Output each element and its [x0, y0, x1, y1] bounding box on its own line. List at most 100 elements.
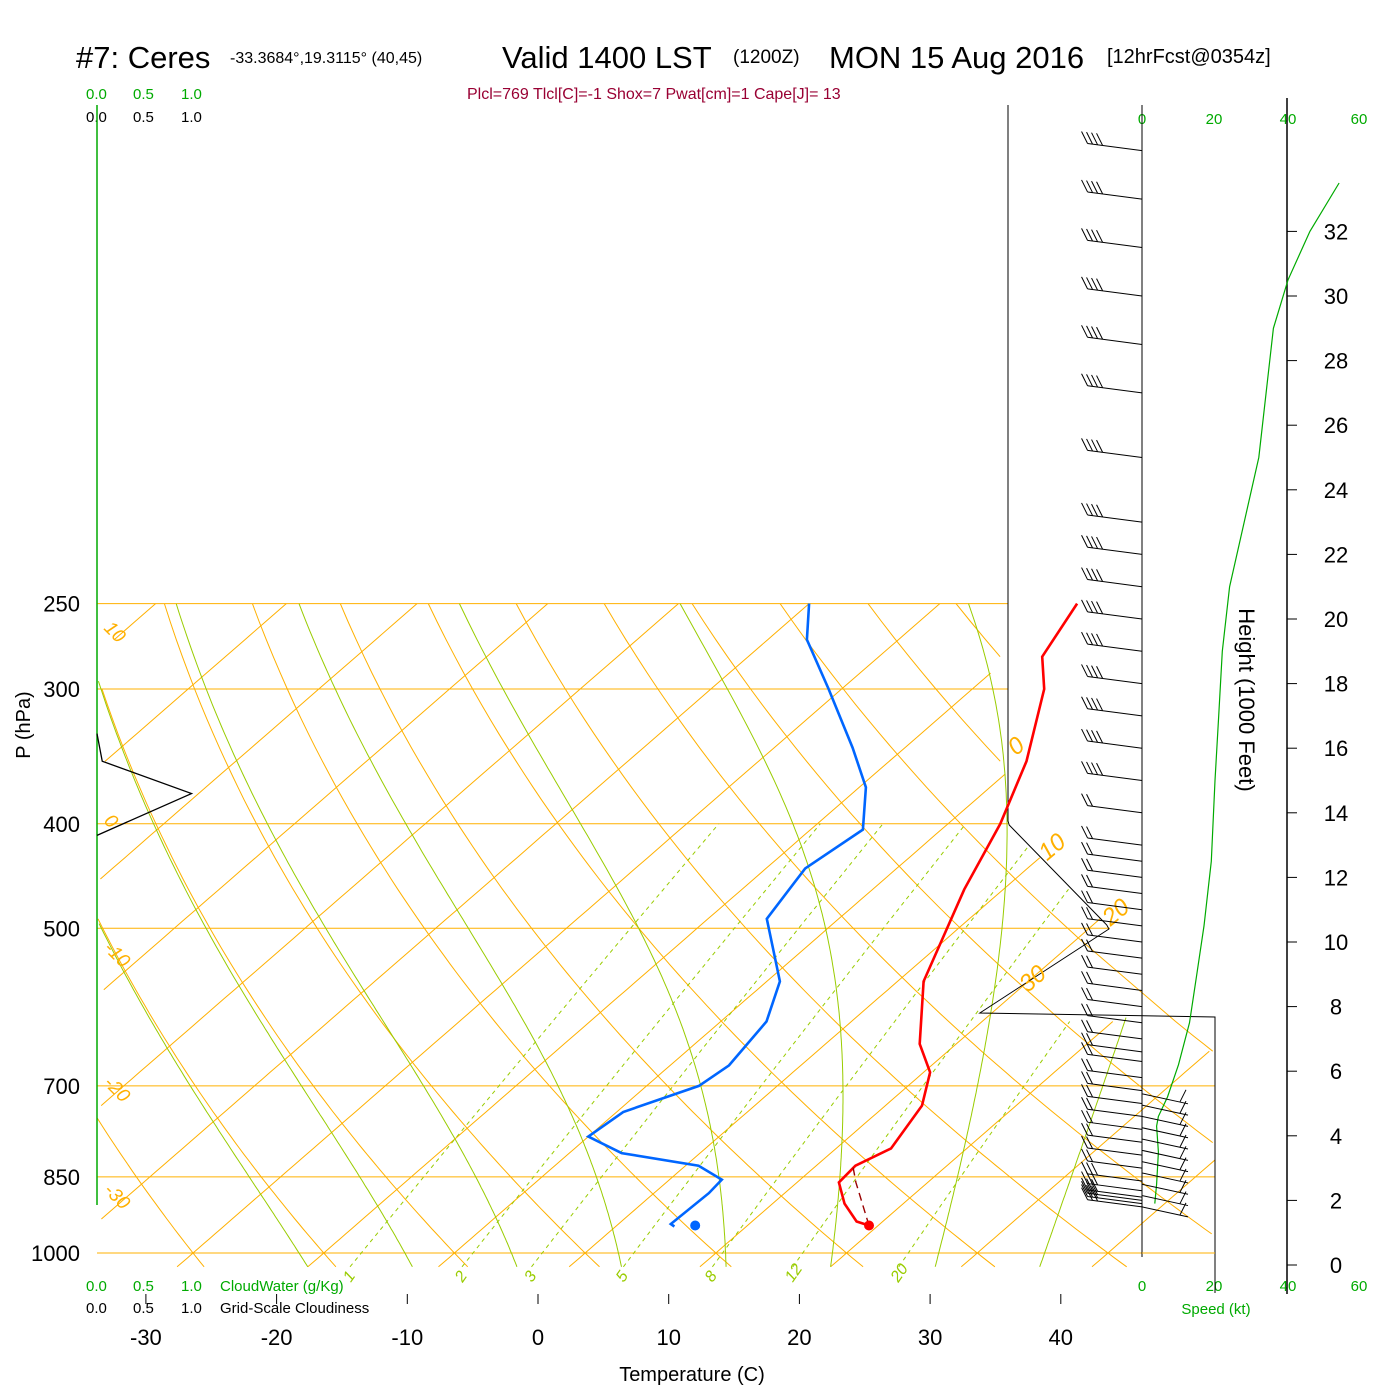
wind-barb-feather [1091, 1185, 1098, 1198]
wind-barb-feather [1096, 536, 1103, 550]
height-tick-label-20: 20 [1324, 607, 1348, 632]
grid-scale-cloudiness-line [96, 733, 194, 836]
temp-tick-label-20: 20 [787, 1325, 811, 1350]
wind-barb-feather [1091, 730, 1098, 743]
speed-bot-3: 60 [1351, 1278, 1368, 1295]
cloud-top-green-1: 0.5 [133, 86, 154, 103]
wind-barb-shaft [1087, 1160, 1143, 1169]
wind-barb-feather [1086, 277, 1093, 290]
isotherm--10 [438, 774, 1006, 1268]
wind-barb-feather [1096, 229, 1103, 243]
dry-adiabat-80 [867, 603, 1001, 762]
domain-right-edge [978, 105, 1216, 1293]
wind-barb-feather [1086, 503, 1093, 516]
wind-barb-feather [1086, 228, 1093, 242]
wind-barb-shaft [1087, 643, 1143, 652]
wind-barb-feather [1086, 325, 1093, 339]
wind-barb-low [1141, 1149, 1189, 1161]
height-tick-label-32: 32 [1324, 219, 1348, 244]
wind-barb-feather [1091, 229, 1098, 242]
mixing-ratio-line-20 [898, 1021, 1071, 1268]
cloudwater-scale-bottom: 0.0 0.5 1.0 CloudWater (g/Kg) [86, 1278, 344, 1295]
wind-barb-feather [1081, 1058, 1088, 1071]
wind-barb-shaft [1087, 143, 1143, 152]
wind-barb-shaft [1087, 1031, 1143, 1040]
height-axis-title: Height (1000 Feet) [1234, 608, 1259, 791]
wind-barb-feather [1096, 698, 1103, 711]
wind-barb-feather [1086, 987, 1093, 1001]
wind-barb-feather [1086, 729, 1093, 742]
wind-barb-feather [1096, 439, 1103, 453]
wind-barb-feather [1086, 1058, 1093, 1072]
wind-barb-shaft [1087, 934, 1143, 943]
background-lines [97, 603, 1215, 1268]
height-tick-label-18: 18 [1324, 672, 1348, 697]
wind-barb-shaft [1087, 869, 1143, 878]
dry-adiabat-40 [515, 603, 1127, 1268]
wind-barb-feather [1081, 276, 1088, 290]
height-tick-label-12: 12 [1324, 865, 1348, 890]
temp-tick-label--20: -20 [261, 1325, 293, 1350]
cloud-bot-green-0: 0.0 [86, 1278, 107, 1295]
dry-adiabat-30 [427, 603, 996, 1268]
wind-barb-low [1141, 1127, 1189, 1139]
wind-barb-feather [1086, 1084, 1093, 1098]
wind-barb-feather [1081, 938, 1088, 952]
pressure-label-700: 700 [43, 1074, 80, 1099]
cloud-top-green-0: 0.0 [86, 86, 107, 103]
wind-barb-shaft [1087, 1134, 1143, 1143]
wind-barb-feather [1091, 697, 1098, 711]
wind-barb-shaft [1087, 982, 1143, 991]
wind-barb-feather [1086, 374, 1093, 387]
wind-barb-feather [1081, 906, 1088, 919]
speed-scale-top: 0 20 40 60 [1138, 111, 1368, 128]
wind-barb-feather [1091, 1162, 1098, 1176]
wind-barb-feather [1091, 374, 1098, 388]
cloudwater-label: CloudWater (g/Kg) [220, 1278, 344, 1295]
wind-barb-feather [1086, 632, 1093, 645]
wind-barb-shaft [1087, 918, 1143, 927]
wind-barb-low [1141, 1195, 1189, 1207]
wind-barb-feather [1081, 131, 1088, 144]
wind-barb-feather [1086, 939, 1093, 952]
cloud-bot-black-1: 0.5 [133, 1300, 154, 1317]
wind-barb-shaft [1087, 1195, 1143, 1205]
wind-barb-feather [1081, 874, 1088, 887]
isotherm--20 [307, 672, 991, 1268]
wind-barb-feather [1086, 1178, 1093, 1191]
wind-barb-feather [1096, 666, 1103, 679]
speed-top-3: 60 [1351, 111, 1368, 128]
wind-barb-shaft [1087, 1121, 1143, 1130]
wind-barb-feather [1081, 599, 1088, 613]
surface-temperature-dot [864, 1220, 875, 1231]
wind-barb-feather [1086, 794, 1093, 807]
wind-barb-feather [1086, 761, 1093, 775]
mixing-ratio-label-8: 8 [702, 1268, 721, 1285]
wind-barb-feather [1081, 858, 1088, 871]
height-tick-label-2: 2 [1330, 1188, 1342, 1213]
wind-barb-shaft [1087, 885, 1143, 895]
wind-barb-feather [1091, 326, 1098, 339]
wind-barb-low [1141, 1206, 1189, 1218]
wind-barb-shaft [1087, 837, 1143, 846]
isotherm-label-right-10: 10 [1033, 828, 1071, 866]
cloud-top-black-2: 1.0 [181, 109, 202, 126]
wind-barb-shaft [1087, 998, 1143, 1008]
wind-barb-feather [1091, 665, 1098, 678]
temp-tick-label--30: -30 [130, 1325, 162, 1350]
isotherm-label--10: -10 [99, 938, 134, 973]
wind-barb-feather [1086, 907, 1093, 920]
wind-barb-feather [1081, 761, 1088, 774]
wind-barb-feather [1086, 131, 1093, 145]
wind-barb-feather [1091, 439, 1098, 452]
speed-scale-bottom: 0 20 40 60 Speed (kt) [1138, 1278, 1368, 1318]
wind-barb-feather [1081, 325, 1088, 338]
speed-top-2: 40 [1280, 111, 1297, 128]
cloudiness-label: Grid-Scale Cloudiness [220, 1300, 369, 1317]
dry-adiabat-20 [339, 603, 864, 1268]
wind-barb-feather [1086, 697, 1093, 710]
wind-barb-feather [1081, 954, 1088, 968]
wind-barb-shaft [1087, 1015, 1143, 1024]
